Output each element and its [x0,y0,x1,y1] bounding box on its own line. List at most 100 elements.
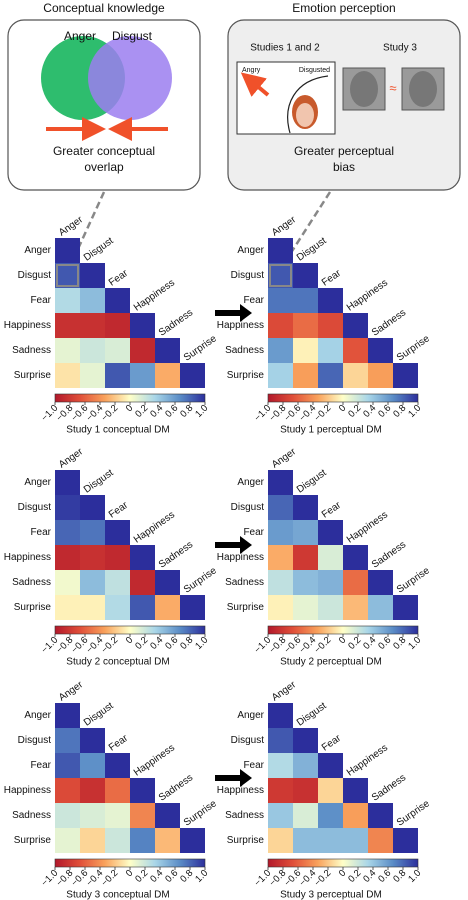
label: Angry [242,67,261,74]
column-label: Disgust [295,700,329,728]
cell [80,828,105,853]
cell [268,703,293,728]
cell [293,363,318,388]
cell [293,495,318,520]
face [296,103,314,127]
colorbar-tick-label: −0.2 [312,868,333,889]
row-label: Sadness [225,345,264,356]
column-label: Fear [107,499,131,520]
cell [130,363,155,388]
cell [268,728,293,753]
column-label: Sadness [157,307,195,338]
cell [343,313,368,338]
cell [318,520,343,545]
cell [55,495,80,520]
cell [105,778,130,803]
cell [55,313,80,338]
cell [293,263,318,288]
row-label: Anger [24,710,51,721]
cell [368,363,393,388]
column-label: Disgust [82,700,116,728]
row-label: Disgust [231,270,265,281]
cell [105,363,130,388]
colorbar-tick-label: 0 [124,635,136,647]
caption: overlap [84,160,124,174]
row-label: Disgust [231,735,265,746]
colorbar-tick-label: 0 [337,868,349,880]
column-label: Surprise [395,565,432,596]
column-label: Sadness [157,539,195,570]
row-label: Happiness [217,320,264,331]
cell [268,470,293,495]
column-label: Sadness [370,307,408,338]
colorbar-tick-label: 0 [337,403,349,415]
cell [268,595,293,620]
cell [293,828,318,853]
cell [368,338,393,363]
cell [105,753,130,778]
cell [155,570,180,595]
caption: Greater perceptual [294,144,394,158]
cell [368,828,393,853]
chart-title: Study 2 perceptual DM [280,657,382,668]
row-label: Disgust [18,735,52,746]
row-label: Anger [24,245,51,256]
label: Studies 1 and 2 [250,43,320,54]
colorbar [267,625,419,635]
cell [293,288,318,313]
column-label: Fear [107,732,131,753]
column-label: Anger [57,214,86,239]
panel-title: Conceptual knowledge [43,1,165,15]
cell [343,803,368,828]
cell [343,778,368,803]
row-label: Surprise [14,602,52,613]
column-label: Fear [320,499,344,520]
column-label: Surprise [182,565,219,596]
cell [80,313,105,338]
cell [55,570,80,595]
cell [268,238,293,263]
cell [318,545,343,570]
cell [55,470,80,495]
row-label: Fear [30,760,51,771]
column-label: Anger [57,679,86,704]
colorbar-tick-label: 1.0 [406,635,423,652]
cell [293,338,318,363]
column-label: Anger [270,446,299,471]
cell [393,363,418,388]
column-label: Surprise [182,798,219,829]
row-label: Disgust [18,502,52,513]
cell [318,338,343,363]
highlight [56,264,79,287]
arrow [215,536,252,554]
cell [318,313,343,338]
cell [343,570,368,595]
row-label: Surprise [227,602,265,613]
cell [268,753,293,778]
column-label: Surprise [395,333,432,364]
chart-title: Study 3 conceptual DM [66,890,169,900]
cell [80,778,105,803]
cell [318,803,343,828]
column-label: Sadness [157,772,195,803]
cell [55,363,80,388]
row-label: Happiness [4,552,51,563]
row-label: Anger [237,477,264,488]
colorbar-tick-label: 1.0 [406,403,423,420]
column-label: Surprise [395,798,432,829]
column-label: Fear [320,732,344,753]
arrow [215,769,252,787]
cell [55,263,80,288]
row-label: Sadness [12,810,51,821]
cell [130,313,155,338]
noise-face [350,71,378,107]
cell [80,545,105,570]
cell [155,595,180,620]
column-label: Happiness [345,277,390,313]
cell [55,238,80,263]
row-label: Fear [243,295,264,306]
row-label: Sadness [225,810,264,821]
cell [80,595,105,620]
cell [343,545,368,570]
